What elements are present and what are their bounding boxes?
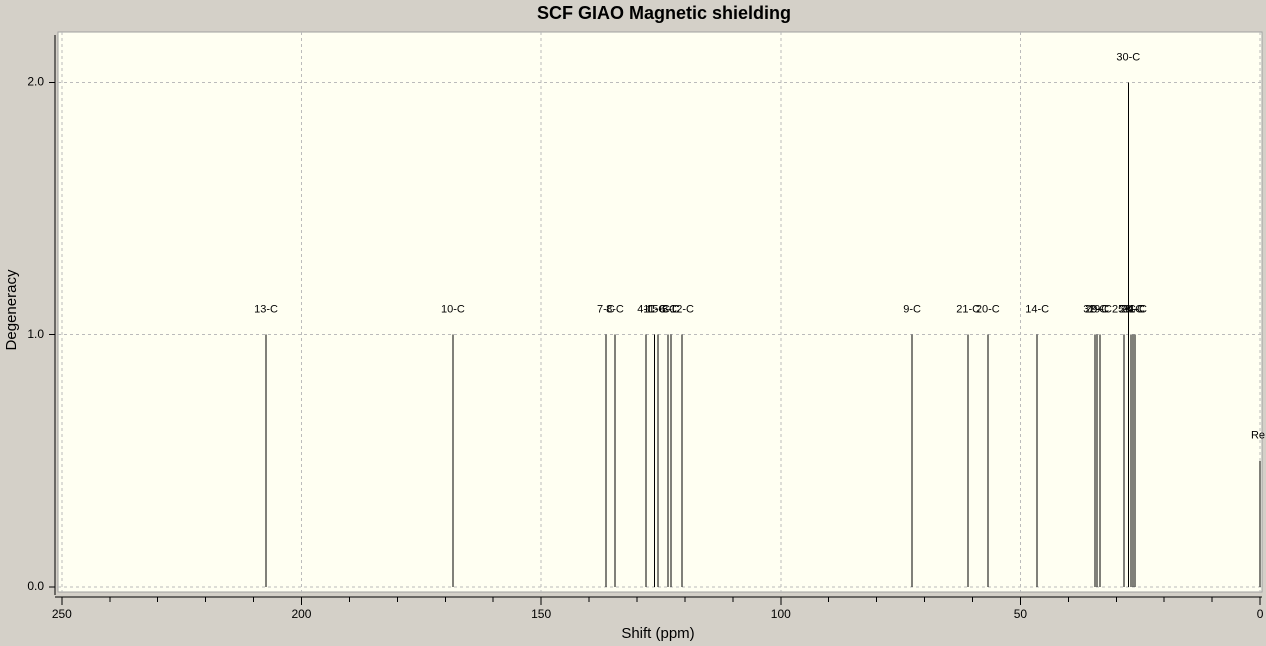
x-tick-label: 0 — [1257, 607, 1264, 621]
x-tick-label: 200 — [291, 607, 311, 621]
stick-label: 28-C — [1119, 304, 1143, 316]
stick-label: 10-C — [441, 304, 465, 316]
stick-label: 31-C — [1123, 304, 1147, 316]
stick-label: 19-C — [1088, 304, 1112, 316]
stick-label: 14-C — [1025, 304, 1049, 316]
y-tick-label: 2.0 — [27, 75, 44, 89]
stick-label: 24-C — [1121, 304, 1145, 316]
stick-label: 15-C — [646, 304, 670, 316]
stick-label: 11-C — [643, 304, 666, 316]
stick-label: 20-C — [976, 304, 1000, 316]
x-axis-label: Shift (ppm) — [621, 625, 694, 642]
x-tick-label: 100 — [771, 607, 791, 621]
y-tick-label: 0.0 — [27, 579, 44, 593]
stick-label: 29-C — [1085, 304, 1109, 316]
x-tick-label: 250 — [52, 607, 72, 621]
stick-label: 8-C — [606, 304, 624, 316]
y-axis-label: Degeneracy — [3, 269, 20, 350]
chart-title: SCF GIAO Magnetic shielding — [537, 3, 791, 23]
plot-area — [57, 31, 1263, 593]
x-tick-label: 150 — [531, 607, 551, 621]
x-tick-label: 50 — [1014, 607, 1028, 621]
stick-label: 3-C — [662, 304, 680, 316]
stick-label: 4-C — [637, 304, 655, 316]
stick-label: 6-C — [659, 304, 677, 316]
stick-label: 30-C — [1116, 51, 1140, 63]
y-tick-label: 1.0 — [27, 327, 44, 341]
stick-label: 12-C — [670, 304, 694, 316]
stick-label: 7-C — [597, 304, 615, 316]
stick-label: 9-C — [903, 304, 921, 316]
stick-label: 25-C — [1112, 304, 1136, 316]
stick-label: Re — [1251, 430, 1265, 442]
stick-label: 13-C — [254, 304, 278, 316]
stick-label: 21-C — [956, 304, 980, 316]
stick-label: 32-C — [1083, 304, 1107, 316]
